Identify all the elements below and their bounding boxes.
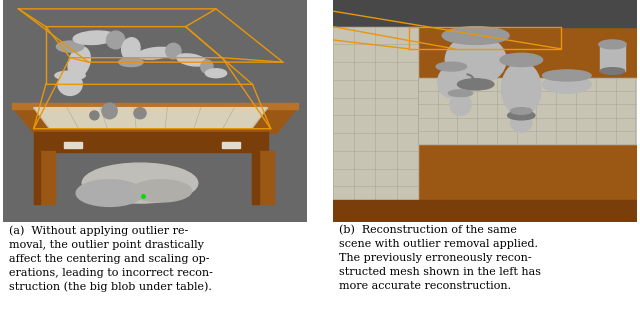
Bar (600, 44, 625, 71)
Ellipse shape (131, 180, 192, 202)
Ellipse shape (205, 69, 227, 78)
Polygon shape (34, 108, 268, 128)
Ellipse shape (543, 75, 591, 93)
Ellipse shape (458, 79, 494, 90)
Ellipse shape (68, 47, 90, 77)
Bar (252, 151, 274, 204)
Ellipse shape (58, 73, 82, 96)
Ellipse shape (122, 38, 140, 60)
Ellipse shape (502, 62, 541, 115)
Ellipse shape (500, 53, 543, 67)
Bar (64, 142, 82, 148)
Bar (252, 151, 259, 204)
Bar (34, 132, 268, 152)
Ellipse shape (436, 62, 467, 71)
Polygon shape (333, 27, 418, 222)
Bar (12, 103, 298, 109)
Ellipse shape (56, 41, 84, 52)
Ellipse shape (508, 111, 535, 120)
Ellipse shape (119, 58, 143, 67)
Bar (333, 0, 637, 27)
Ellipse shape (201, 60, 213, 73)
Ellipse shape (600, 68, 625, 74)
Ellipse shape (442, 27, 509, 44)
Ellipse shape (73, 31, 116, 44)
Ellipse shape (543, 70, 591, 81)
Ellipse shape (511, 108, 532, 114)
Polygon shape (12, 107, 298, 133)
Ellipse shape (438, 67, 465, 98)
Ellipse shape (448, 90, 473, 97)
Bar (222, 142, 241, 148)
Bar (333, 200, 637, 222)
Ellipse shape (102, 103, 117, 119)
Ellipse shape (599, 40, 626, 49)
Ellipse shape (134, 108, 146, 119)
Bar (34, 151, 40, 204)
Ellipse shape (137, 47, 173, 59)
Bar (34, 151, 55, 204)
Ellipse shape (511, 112, 532, 132)
Ellipse shape (166, 43, 181, 59)
Ellipse shape (445, 36, 506, 84)
Ellipse shape (90, 111, 99, 120)
Text: (a)  Without applying outlier re-
moval, the outlier point drastically
affect th: (a) Without applying outlier re- moval, … (10, 225, 213, 292)
Ellipse shape (55, 71, 85, 80)
Ellipse shape (76, 180, 143, 206)
Ellipse shape (83, 163, 198, 203)
Ellipse shape (106, 31, 125, 49)
Text: (b)  Reconstruction of the same
scene with outlier removal applied.
The previous: (b) Reconstruction of the same scene wit… (339, 225, 541, 291)
Polygon shape (333, 78, 637, 144)
Ellipse shape (177, 54, 207, 66)
Ellipse shape (450, 93, 471, 115)
